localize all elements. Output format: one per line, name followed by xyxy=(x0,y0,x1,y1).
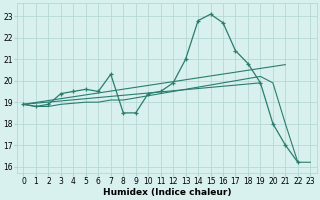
X-axis label: Humidex (Indice chaleur): Humidex (Indice chaleur) xyxy=(103,188,231,197)
